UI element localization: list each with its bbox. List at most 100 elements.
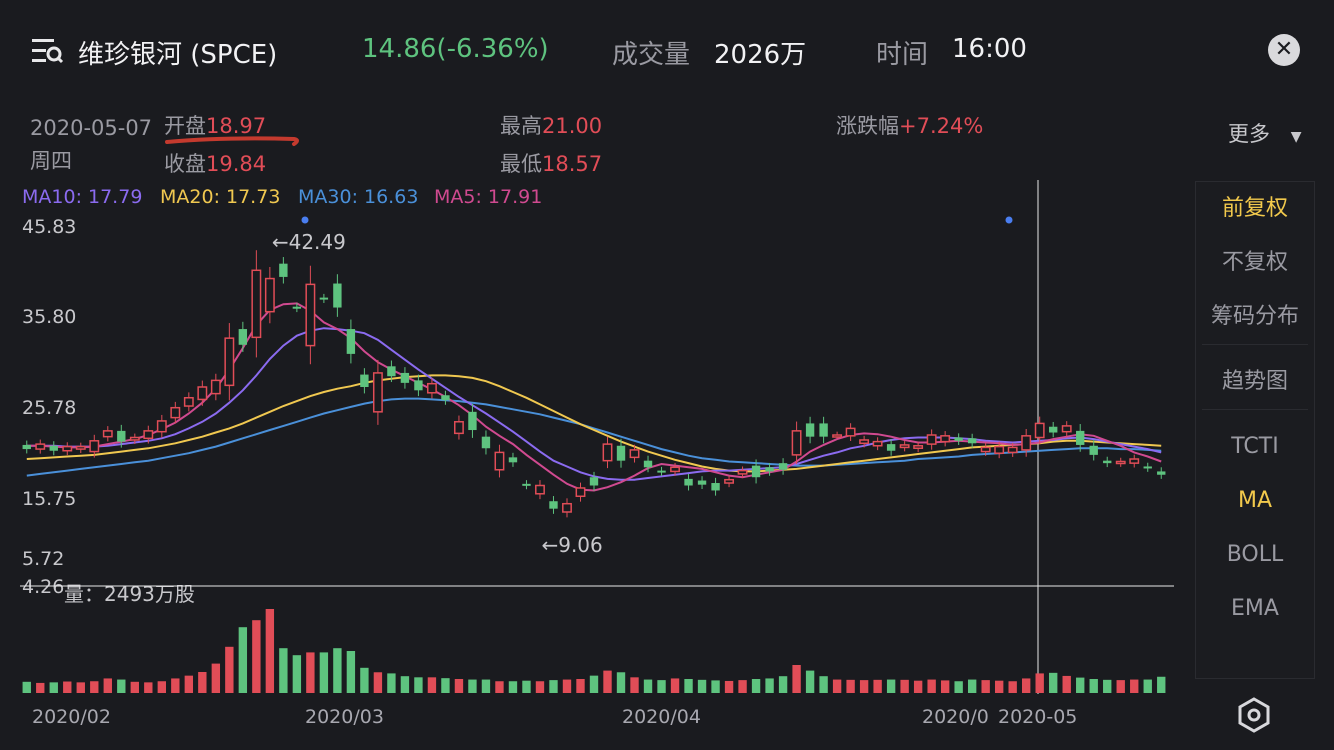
volume-bar — [670, 678, 680, 693]
ma10-legend: MA10: 17.79 — [22, 186, 143, 208]
candle — [602, 443, 613, 462]
volume-bar — [427, 677, 437, 693]
candle — [454, 421, 464, 435]
x-tick-label: 2020/04 — [622, 706, 701, 728]
candle — [319, 297, 329, 300]
volume-bar — [846, 679, 855, 693]
volume-bar — [778, 676, 788, 693]
info-date: 2020-05-07 — [30, 116, 153, 140]
x-tick-label: 2020/0 — [922, 706, 989, 728]
volume-bar — [535, 681, 545, 693]
volume-bar — [1062, 675, 1071, 693]
open-underline-mark — [165, 136, 299, 146]
candle — [143, 430, 154, 440]
candle — [535, 484, 545, 495]
volume-bar — [252, 620, 261, 693]
volume-bar — [522, 680, 531, 693]
candle — [1157, 471, 1166, 475]
sidebar-item-ma[interactable]: MA — [1237, 488, 1273, 513]
chevron-down-icon: ▼ — [1290, 129, 1302, 145]
info-weekday: 周四 — [30, 149, 72, 173]
volume-bar — [360, 667, 369, 693]
candle — [967, 438, 977, 444]
sidebar-item-trend[interactable]: 趋势图 — [1221, 369, 1288, 394]
volume-bar — [576, 679, 585, 693]
ma20-legend: MA20: 17.73 — [160, 186, 281, 208]
close-icon[interactable]: ✕ — [1268, 34, 1300, 66]
event-dot — [301, 216, 309, 224]
sidebar-item-chip-distribution[interactable]: 筹码分布 — [1210, 304, 1299, 329]
open-field: 开盘18.97 — [164, 110, 266, 140]
candle — [575, 487, 586, 498]
volume-bar — [157, 681, 166, 693]
sidebar-item-tcti[interactable]: TCTI — [1231, 434, 1279, 459]
candle — [49, 445, 58, 451]
menu-search-icon[interactable] — [30, 36, 64, 66]
volume-bar — [603, 670, 612, 693]
event-dot — [1005, 216, 1013, 224]
candle — [589, 477, 599, 486]
volume-bar — [495, 681, 504, 693]
sidebar-divider — [1202, 409, 1308, 410]
candle — [697, 480, 707, 485]
more-button[interactable]: 更多 ▼ — [1228, 118, 1301, 148]
x-tick-label: 2020/03 — [305, 706, 384, 728]
candle — [264, 277, 275, 313]
candle — [346, 329, 356, 354]
volume-bar — [1157, 676, 1166, 693]
ma5-line — [26, 302, 1162, 492]
volume-bar — [886, 679, 896, 693]
candle — [737, 469, 748, 475]
candle — [832, 434, 843, 438]
volume-bar — [738, 680, 747, 693]
candle — [387, 366, 396, 377]
sidebar-item-forward-adjust[interactable]: 前复权 — [1221, 196, 1288, 221]
open-value: 18.97 — [206, 114, 267, 138]
volume-bar — [346, 651, 356, 693]
settings-icon[interactable] — [1236, 697, 1272, 733]
low-annotation: ←9.06 — [541, 533, 602, 557]
ma30-legend: MA30: 16.63 — [298, 186, 419, 208]
sidebar-item-ema[interactable]: EMA — [1231, 596, 1279, 621]
volume-bar — [76, 682, 85, 693]
time-value: 16:00 — [952, 34, 1027, 64]
candle — [129, 436, 140, 441]
candle — [1089, 445, 1098, 455]
y-tick-label: 5.72 — [22, 548, 65, 570]
volume-bar — [454, 679, 464, 693]
volume-bar — [171, 678, 180, 693]
volume-bar — [792, 665, 801, 693]
candle — [616, 445, 626, 461]
high-label: 最高 — [500, 114, 542, 138]
ma10-line — [26, 327, 1162, 481]
candle — [1103, 460, 1112, 464]
price-change: 14.86(-6.36%) — [362, 34, 549, 64]
high-annotation: ←42.49 — [272, 230, 346, 254]
candle — [292, 306, 302, 309]
volume-bar — [22, 681, 31, 693]
candle — [899, 444, 910, 449]
sidebar-item-no-adjust[interactable]: 不复权 — [1221, 250, 1288, 275]
volume-bar — [508, 681, 518, 693]
close-label: 收盘 — [164, 152, 206, 176]
sidebar-item-boll[interactable]: BOLL — [1226, 542, 1284, 567]
candle — [224, 337, 235, 387]
volume-bar — [643, 679, 653, 693]
candle — [994, 445, 1005, 454]
candlestick-chart[interactable]: ←42.49 ←9.06 — [0, 0, 1190, 700]
volume-bar — [225, 646, 234, 693]
ma5-legend: MA5: 17.91 — [434, 186, 543, 208]
candle — [724, 478, 734, 484]
open-label: 开盘 — [164, 114, 206, 138]
y-tick-label: 35.80 — [22, 306, 77, 328]
y-tick-label-cursor: 4.26 — [22, 576, 65, 598]
volume-bar — [657, 680, 666, 693]
candle — [426, 382, 437, 394]
volume-bar — [994, 680, 1004, 693]
volume-bar — [954, 681, 963, 693]
candle — [62, 445, 73, 452]
candle — [805, 423, 815, 437]
volume-bar — [927, 679, 936, 693]
volume-bar — [414, 677, 423, 693]
volume-bar — [1008, 681, 1017, 693]
